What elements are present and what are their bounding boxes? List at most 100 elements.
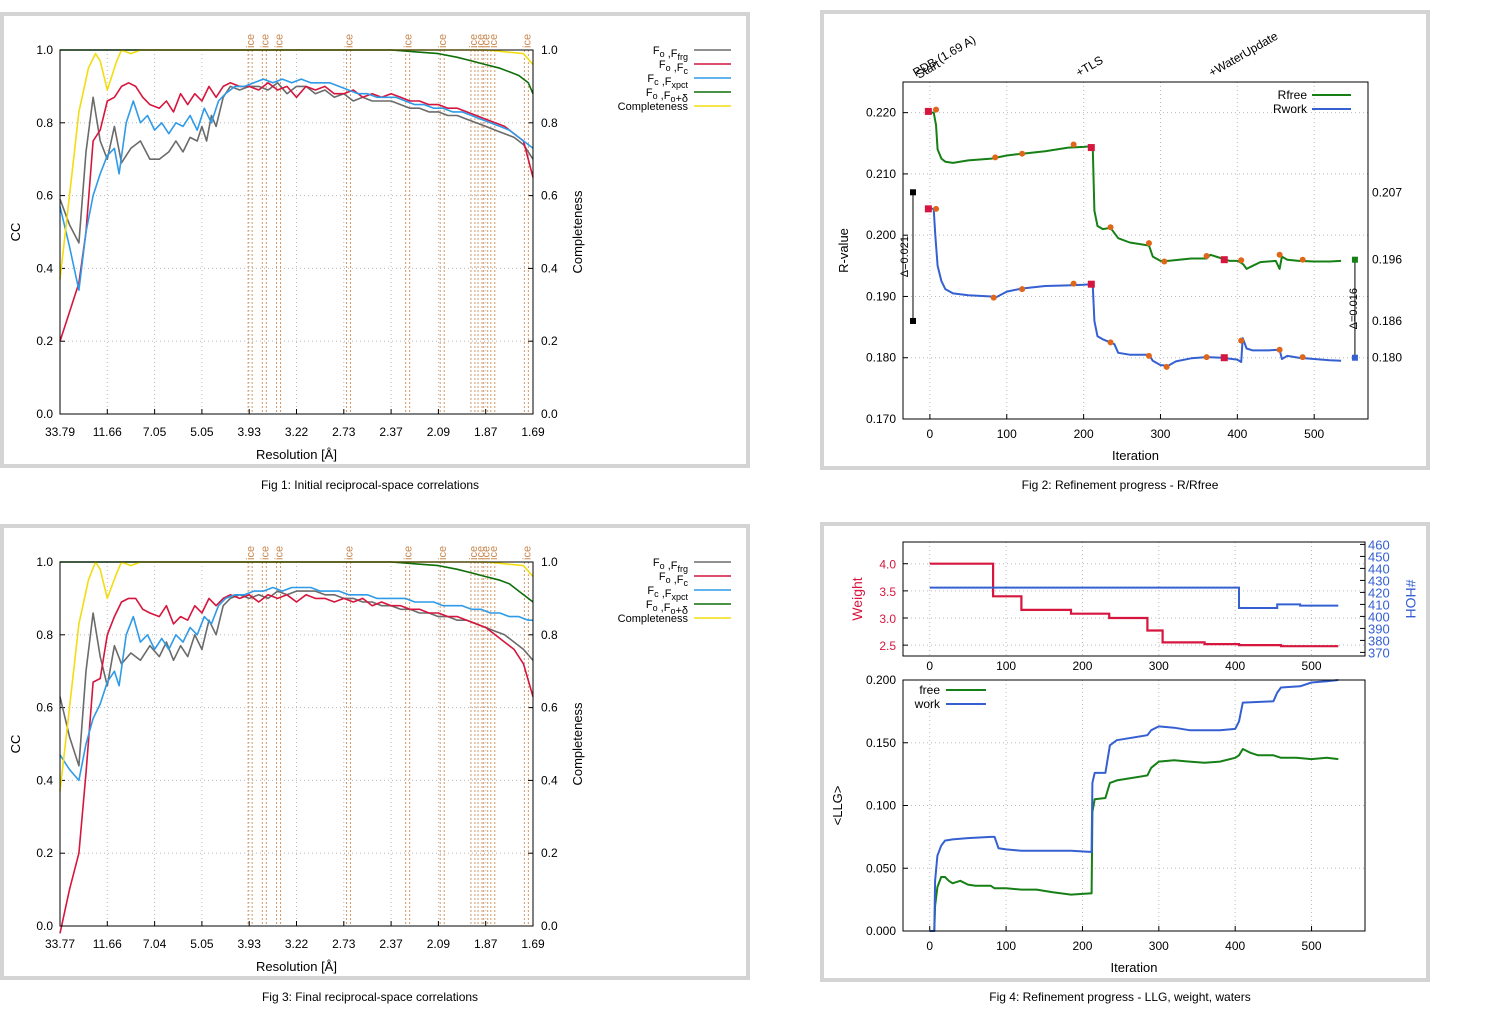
series-line-red <box>59 594 534 934</box>
orange-marker <box>1070 141 1077 148</box>
hoh-tick-label: 420 <box>1368 585 1390 600</box>
x-tick-label: 33.79 <box>45 425 75 439</box>
y2-tick-label: 0.0 <box>541 919 558 933</box>
orange-marker <box>1145 240 1152 247</box>
orange-marker <box>1145 352 1152 359</box>
hoh-tick-label: 460 <box>1368 537 1390 552</box>
x-tick-label-top: 300 <box>1149 659 1169 673</box>
x-tick-label-top: 200 <box>1072 659 1092 673</box>
fig1-chart: 33.79 11.66 7.05 5.05 3.93 3.22 2.73 2.37 2.09 1.… <box>0 12 750 468</box>
y-tick-label-bottom: 0.100 <box>866 799 896 813</box>
ice-ring-label: ice <box>437 546 449 560</box>
series-line-dgreen <box>60 49 534 95</box>
ice-ring-label: ice <box>245 546 257 560</box>
legend-label-dgreen: Fo ,Fo+δ <box>646 599 688 617</box>
hoh-tick-label: 380 <box>1368 633 1390 648</box>
hoh-axis-label: #HOH <box>1403 580 1419 619</box>
legend-label-grey: Fo ,Ffrg <box>653 557 688 574</box>
y-tick-label: 0.4 <box>36 261 53 275</box>
hoh-tick-label: 450 <box>1368 549 1390 564</box>
ice-ring-label: ice <box>521 34 533 48</box>
x-tick-label-top: 400 <box>1225 659 1245 673</box>
right-value-label: 0.180 <box>1372 351 1402 365</box>
y2-tick-label: 0.4 <box>541 261 558 275</box>
orange-marker <box>1238 337 1245 344</box>
fig2-chart: 0 100 200 300 400 500 0.170 0.180 0.190 0.200 0.21… <box>820 10 1430 470</box>
weight-tick-label: 3.0 <box>879 612 896 626</box>
plot-border <box>59 49 534 415</box>
llg-line-rblue <box>929 679 1339 932</box>
y-tick-label: 0.190 <box>866 289 896 303</box>
ice-ring-label: ice <box>481 34 493 48</box>
orange-marker <box>1276 346 1283 353</box>
x-tick-label-bottom: 0 <box>926 939 933 953</box>
x-tick-label: 0 <box>927 427 934 441</box>
y2-axis-label: Completeness <box>570 190 585 274</box>
legend-label-blue: Fc ,Fxpct <box>647 73 688 90</box>
right-value-label: 0.207 <box>1372 185 1402 199</box>
y2-tick-label: 0.4 <box>541 773 558 787</box>
x-tick-label: 3.93 <box>238 937 262 951</box>
ice-ring-label: ice <box>274 546 286 560</box>
ice-ring-label: ice <box>245 34 257 48</box>
ice-ring-label: ice <box>488 34 500 48</box>
y2-tick-label: 1.0 <box>541 43 558 57</box>
weight-line <box>929 562 1339 648</box>
y-tick-label: 0.210 <box>866 167 896 181</box>
x-tick-label-bottom: 400 <box>1225 939 1245 953</box>
fig4-panel: 0 100 200 300 400 500 2.5 3.0 3.5 4.0 370 380 390 400… <box>820 522 1430 982</box>
legend-label-dgreen: Fo ,Fo+δ <box>646 87 688 105</box>
x-tick-label: 1.69 <box>521 425 545 439</box>
orange-marker <box>1238 257 1245 264</box>
series-line-dgreen <box>60 561 534 603</box>
y-tick-label-bottom: 0.050 <box>866 861 896 875</box>
delta-right-top <box>1351 256 1358 263</box>
x-tick-label-bottom: 500 <box>1302 939 1322 953</box>
orange-marker <box>1203 253 1210 260</box>
x-tick-label: 2.73 <box>332 937 356 951</box>
ice-ring-label: ice <box>344 34 356 48</box>
ice-ring-label: ice <box>521 546 533 560</box>
x-tick-label: 33.77 <box>45 937 75 951</box>
legend-label-grey: Fo ,Ffrg <box>653 45 688 62</box>
x-tick-label: 3.93 <box>238 425 262 439</box>
right-value-label: 0.186 <box>1372 314 1402 328</box>
ice-ring-label: ice <box>475 546 487 560</box>
x-tick-label: 500 <box>1304 427 1324 441</box>
red-marker <box>1087 280 1095 288</box>
orange-marker <box>1299 256 1306 263</box>
y-tick-label: 0.170 <box>866 412 896 426</box>
ice-ring-label: ice <box>481 546 493 560</box>
x-tick-label: 3.22 <box>285 425 309 439</box>
orange-marker <box>1203 354 1210 361</box>
y2-tick-label: 0.0 <box>541 407 558 421</box>
delta-left-bottom <box>909 317 916 324</box>
weight-tick-label: 3.5 <box>879 585 896 599</box>
series-line-rblue <box>929 207 1342 367</box>
legend-label-rfree: Rfree <box>1278 88 1308 102</box>
legend-label-red: Fo ,Fc <box>659 59 689 76</box>
right-value-label: 0.196 <box>1372 253 1402 267</box>
red-marker <box>1220 256 1228 264</box>
x-tick-label: 300 <box>1150 427 1170 441</box>
x-tick-label: 1.87 <box>474 425 498 439</box>
x-tick-label: 5.05 <box>190 937 214 951</box>
legend-label-work: work <box>914 697 941 711</box>
x-axis-label: Iteration <box>1111 960 1158 975</box>
delta-left-top <box>909 189 916 196</box>
fig4-chart: 0 100 200 300 400 5002.53.03.54.0370380390400… <box>820 522 1430 982</box>
panel-frame <box>0 524 750 980</box>
y2-tick-label: 0.8 <box>541 628 558 642</box>
legend-label-free: free <box>919 683 940 697</box>
x-tick-label-top: 500 <box>1302 659 1322 673</box>
x-tick-label: 2.73 <box>332 425 356 439</box>
plot-border-bottom <box>902 679 1366 932</box>
fig1-caption: Fig 1: Initial reciprocal-space correlat… <box>260 478 480 492</box>
x-tick-label: 7.05 <box>143 425 167 439</box>
ice-ring-label: ice <box>274 34 286 48</box>
panel-frame <box>0 12 750 468</box>
delta-left-label: Δ=0.021 <box>899 236 911 277</box>
orange-marker <box>933 205 940 212</box>
ice-ring-label: ice <box>259 34 271 48</box>
orange-marker <box>1161 258 1168 265</box>
